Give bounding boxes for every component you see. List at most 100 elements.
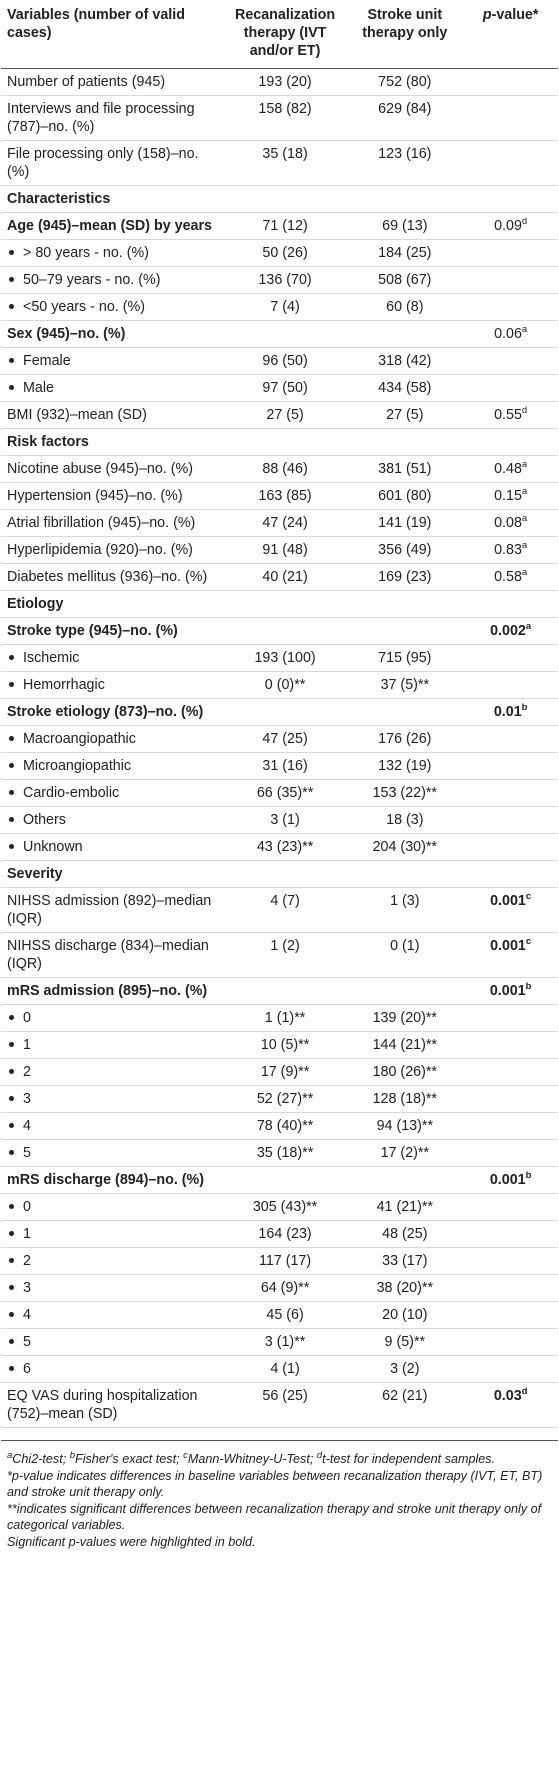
bullet (9, 816, 14, 822)
bullet (9, 1338, 14, 1344)
stroke-unit-cell: 715 (95) (346, 644, 464, 672)
variable-cell: 2 (1, 1247, 224, 1275)
recanalization-cell: 43 (23)** (223, 833, 347, 861)
cell-value: 60 (8) (386, 299, 424, 315)
text-segment: Significant p-values were highlighted in… (7, 1535, 256, 1549)
recanalization-cell: 164 (23) (223, 1220, 347, 1248)
column-header: p-value* (463, 0, 558, 69)
section-header: Severity (1, 860, 558, 888)
recanalization-cell: 136 (70) (223, 266, 347, 294)
cell-value: 184 (25) (378, 245, 432, 261)
table-row: 5 3 (1)** 9 (5)** (1, 1328, 558, 1356)
p-value: 0.06 (494, 326, 522, 342)
p-value-cell: 0.001c (463, 887, 558, 933)
stroke-unit-cell: 153 (22)** (346, 779, 464, 807)
cell-value: 27 (5) (386, 407, 424, 423)
cell-value: 41 (21)** (376, 1199, 434, 1215)
cell-value: 97 (50) (262, 380, 308, 396)
variable-label: Hemorrhagic (23, 677, 105, 693)
variable-label: 2 (23, 1064, 31, 1080)
cell-value: 64 (9)** (260, 1280, 310, 1296)
bullet (9, 1257, 14, 1263)
superscript: c (183, 1449, 188, 1461)
variable-label: 5 (23, 1145, 31, 1161)
p-value: 0.58 (494, 569, 522, 585)
cell-value: 62 (21) (382, 1388, 428, 1404)
test-marker: b (521, 702, 528, 714)
cell-value: 1 (3) (390, 893, 420, 909)
stroke-unit-cell (346, 320, 464, 348)
variable-label: mRS admission (895)–no. (%) (7, 983, 208, 999)
section-label: Etiology (7, 596, 64, 612)
test-marker: b (525, 981, 532, 993)
bullet (9, 303, 14, 309)
bullet (9, 1365, 14, 1371)
table-row: 4 78 (40)** 94 (13)** (1, 1112, 558, 1140)
table-row: mRS admission (895)–no. (%) 0.001b (1, 977, 558, 1005)
footnotes: aChi2-test; bFisher's exact test; cMann-… (1, 1440, 558, 1550)
p-value-cell (463, 1220, 558, 1248)
p-value-cell (463, 671, 558, 699)
recanalization-cell: 64 (9)** (223, 1274, 347, 1302)
column-header: Stroke unit therapy only (346, 0, 464, 69)
bullet (9, 1203, 14, 1209)
variable-cell: Interviews and file processing (787)–no.… (1, 95, 224, 141)
stroke-unit-cell (346, 1166, 464, 1194)
variable-cell: 4 (1, 1112, 224, 1140)
stroke-unit-cell: 128 (18)** (346, 1085, 464, 1113)
test-marker: c (525, 936, 532, 948)
cell-value: 4 (1) (270, 1361, 300, 1377)
cell-value: 158 (82) (258, 101, 312, 117)
recanalization-cell: 305 (43)** (223, 1193, 347, 1221)
variable-cell: Hyperlipidemia (920)–no. (%) (1, 536, 224, 564)
recanalization-cell: 117 (17) (223, 1247, 347, 1275)
section-row: Characteristics (1, 185, 558, 213)
text-segment: p (482, 7, 492, 23)
cell-value: 117 (17) (258, 1253, 312, 1269)
p-value-cell: 0.01b (463, 698, 558, 726)
recanalization-cell: 47 (24) (223, 509, 347, 537)
cell-value: 715 (95) (378, 650, 432, 666)
table-row: Hyperlipidemia (920)–no. (%) 91 (48) 356 (… (1, 536, 558, 564)
cell-value: 4 (7) (270, 893, 300, 909)
cell-value: 40 (21) (262, 569, 308, 585)
cell-value: 176 (26) (378, 731, 432, 747)
p-value-cell: 0.08a (463, 509, 558, 537)
cell-value: 48 (25) (382, 1226, 428, 1242)
cell-value: 56 (25) (262, 1388, 308, 1404)
recanalization-cell: 7 (4) (223, 293, 347, 321)
stroke-unit-cell: 33 (17) (346, 1247, 464, 1275)
p-value-cell (463, 1112, 558, 1140)
cell-value: 9 (5)** (384, 1334, 426, 1350)
p-value-cell: 0.001c (463, 932, 558, 978)
table-row: Male 97 (50) 434 (58) (1, 374, 558, 402)
section-header: Risk factors (1, 428, 558, 456)
cell-value: 18 (3) (386, 812, 424, 828)
column-header: Recanalization therapy (IVT and/or ET) (223, 0, 347, 69)
cell-value: 33 (17) (382, 1253, 428, 1269)
cell-value: 752 (80) (378, 74, 432, 90)
superscript: a (7, 1449, 13, 1461)
text-segment: *p-value indicates differences in baseli… (7, 1469, 543, 1499)
stroke-unit-cell: 18 (3) (346, 806, 464, 834)
variable-cell: mRS admission (895)–no. (%) (1, 977, 224, 1005)
table-row: EQ VAS during hospitalization (752)–mean… (1, 1382, 558, 1428)
table-row: Sex (945)–no. (%) 0.06a (1, 320, 558, 348)
variable-cell: 6 (1, 1355, 224, 1383)
recanalization-cell: 31 (16) (223, 752, 347, 780)
cell-value: 47 (25) (262, 731, 308, 747)
bullet (9, 1230, 14, 1236)
text-segment: Recanalization therapy (IVT and/or ET) (235, 7, 336, 59)
p-value: 0.001 (490, 893, 526, 909)
variable-cell: Stroke type (945)–no. (%) (1, 617, 224, 645)
table-row: BMI (932)–mean (SD) 27 (5) 27 (5) 0.55d (1, 401, 558, 429)
stroke-unit-cell: 0 (1) (346, 932, 464, 978)
stroke-unit-cell (346, 617, 464, 645)
p-value-cell (463, 1247, 558, 1275)
cell-value: 601 (80) (378, 488, 432, 504)
variable-cell: File processing only (158)–no. (%) (1, 140, 224, 186)
p-value: 0.001 (490, 938, 526, 954)
text-segment: Variables (number of valid cases) (7, 7, 185, 41)
table-row: 50–79 years - no. (%) 136 (70) 508 (67) (1, 266, 558, 294)
variable-cell: Others (1, 806, 224, 834)
